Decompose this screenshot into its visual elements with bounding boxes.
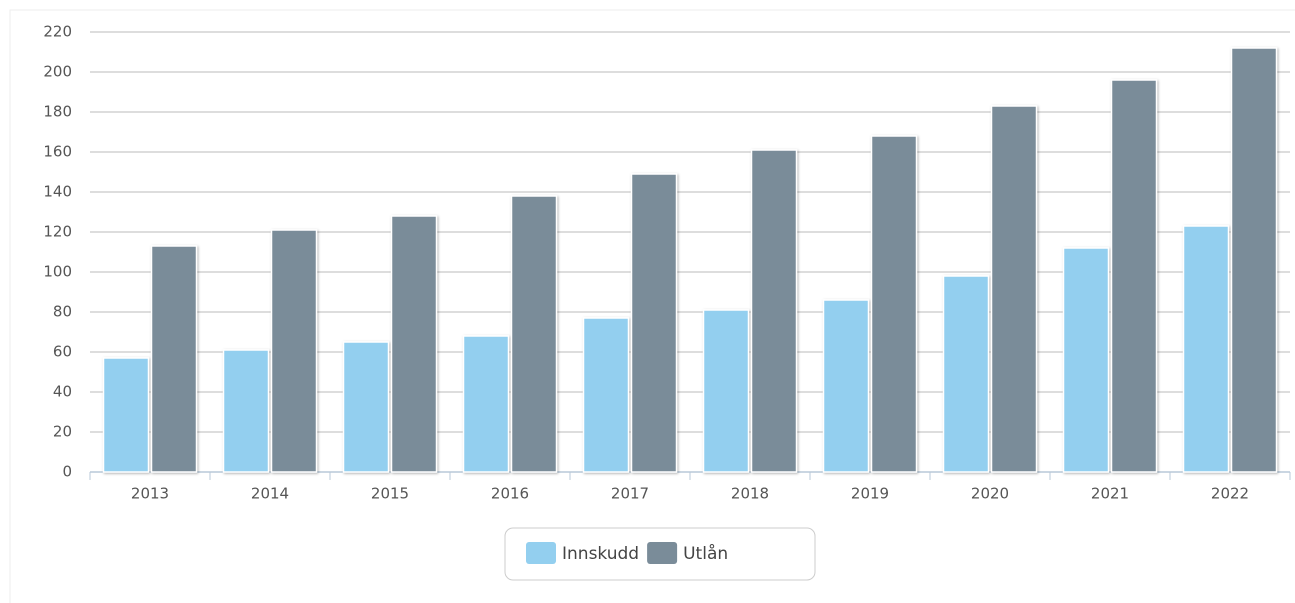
- bar: [150, 245, 198, 473]
- x-tick-label: 2014: [251, 485, 289, 503]
- bar: [462, 335, 510, 473]
- frame: [9, 9, 1295, 603]
- x-tick-label: 2019: [851, 485, 889, 503]
- legend-label: Innskudd: [562, 544, 639, 564]
- bar: [1230, 47, 1278, 473]
- y-tick-label: 140: [43, 183, 72, 201]
- bar: [630, 173, 678, 473]
- x-tick-label: 2022: [1211, 485, 1249, 503]
- x-tick-label: 2017: [611, 485, 649, 503]
- legend-swatch: [526, 542, 556, 564]
- y-tick-label: 80: [53, 303, 72, 321]
- y-tick-label: 120: [43, 223, 72, 241]
- bar: [582, 317, 630, 473]
- y-tick-label: 220: [43, 23, 72, 41]
- bar: [1182, 225, 1230, 473]
- x-tick-label: 2020: [971, 485, 1009, 503]
- x-tick-label: 2016: [491, 485, 529, 503]
- bar: [870, 135, 918, 473]
- y-tick-label: 200: [43, 63, 72, 81]
- bar: [990, 105, 1038, 473]
- y-tick-label: 180: [43, 103, 72, 121]
- legend-swatch: [647, 542, 678, 564]
- y-tick-label: 60: [53, 343, 72, 361]
- bar: [342, 341, 390, 473]
- y-tick-label: 20: [53, 423, 72, 441]
- bar: [1062, 247, 1110, 473]
- bar: [510, 195, 558, 473]
- y-tick-label: 40: [53, 383, 72, 401]
- bar: [702, 309, 750, 473]
- bar: [750, 149, 798, 473]
- bar: [222, 349, 270, 473]
- y-tick-label: 0: [62, 463, 72, 481]
- y-tick-label: 100: [43, 263, 72, 281]
- x-tick-label: 2015: [371, 485, 409, 503]
- legend-label: Utlån: [683, 543, 728, 564]
- bar: [390, 215, 438, 473]
- bar: [1110, 79, 1158, 473]
- bar: [270, 229, 318, 473]
- x-tick-label: 2021: [1091, 485, 1129, 503]
- y-tick-label: 160: [43, 143, 72, 161]
- bar: [102, 357, 150, 473]
- bar: [822, 299, 870, 473]
- x-tick-label: 2018: [731, 485, 769, 503]
- x-tick-label: 2013: [131, 485, 169, 503]
- bar: [942, 275, 990, 473]
